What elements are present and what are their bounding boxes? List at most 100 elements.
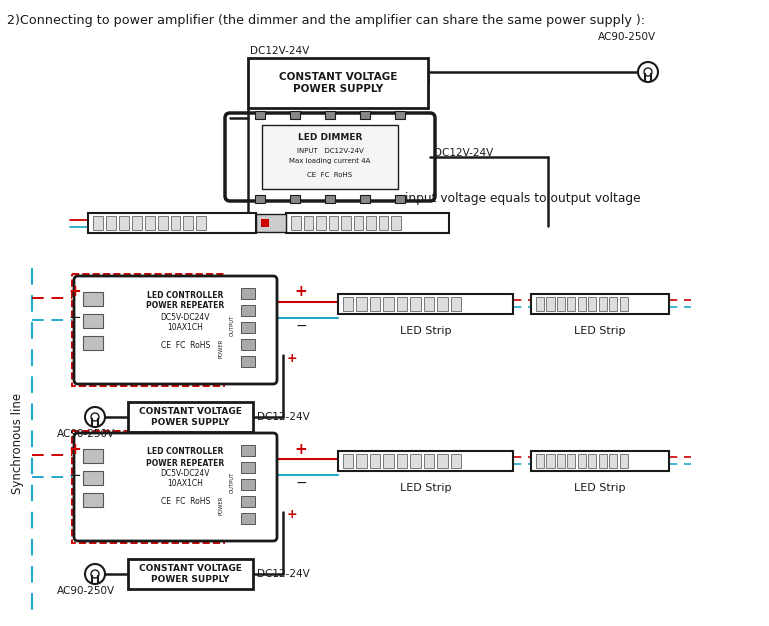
Text: −: −	[68, 310, 82, 326]
Bar	[547, 454, 554, 468]
Text: 10AX1CH: 10AX1CH	[168, 322, 203, 332]
Bar	[438, 454, 448, 468]
Bar	[325, 195, 335, 203]
Bar	[241, 513, 255, 524]
Bar	[536, 297, 544, 311]
Bar	[557, 297, 565, 311]
Bar	[357, 454, 367, 468]
Bar	[366, 216, 376, 230]
Text: −: −	[295, 476, 307, 490]
Bar	[196, 216, 206, 230]
Text: AC90-250V: AC90-250V	[57, 429, 115, 439]
Bar	[83, 471, 103, 485]
Text: DC5V-DC24V: DC5V-DC24V	[161, 312, 210, 322]
Bar	[325, 111, 335, 119]
Bar	[411, 454, 421, 468]
Bar	[128, 559, 253, 589]
Bar	[241, 462, 255, 473]
FancyBboxPatch shape	[74, 433, 277, 541]
Bar	[451, 297, 461, 311]
Bar	[397, 297, 408, 311]
Text: POWER: POWER	[218, 495, 224, 515]
Bar	[88, 213, 256, 233]
Bar	[568, 454, 575, 468]
Circle shape	[91, 570, 99, 578]
Text: Synchronous line: Synchronous line	[12, 393, 25, 493]
Bar	[328, 216, 338, 230]
Bar	[599, 297, 607, 311]
Bar	[391, 216, 401, 230]
Bar	[609, 297, 618, 311]
FancyBboxPatch shape	[225, 113, 435, 201]
Text: DC5V-DC24V: DC5V-DC24V	[161, 470, 210, 478]
Bar	[171, 216, 181, 230]
Text: +: +	[287, 352, 298, 364]
Bar	[578, 454, 586, 468]
Text: DC12V-24V: DC12V-24V	[434, 148, 493, 158]
Bar	[241, 322, 255, 333]
Bar	[290, 111, 300, 119]
Text: DC12-24V: DC12-24V	[257, 412, 310, 422]
Text: +: +	[68, 441, 82, 456]
Bar	[241, 339, 255, 350]
Text: LED CONTROLLER: LED CONTROLLER	[147, 290, 224, 299]
Bar	[145, 216, 155, 230]
Bar	[547, 297, 554, 311]
Bar	[360, 111, 370, 119]
Text: CONSTANT VOLTAGE
POWER SUPPLY: CONSTANT VOLTAGE POWER SUPPLY	[139, 564, 242, 583]
Text: LED Strip: LED Strip	[400, 483, 451, 493]
Bar	[588, 454, 597, 468]
Bar	[338, 451, 513, 471]
Bar	[424, 454, 434, 468]
Text: OUTPUT: OUTPUT	[229, 314, 235, 336]
Text: +: +	[287, 508, 298, 521]
Text: CE  FC  RoHS: CE FC RoHS	[161, 341, 210, 349]
Bar	[291, 216, 301, 230]
Text: INPUT   DC12V-24V: INPUT DC12V-24V	[297, 148, 364, 154]
Bar	[557, 454, 565, 468]
Text: OUTPUT: OUTPUT	[229, 471, 235, 493]
Bar	[256, 214, 286, 232]
Bar	[83, 336, 103, 350]
Bar	[184, 216, 193, 230]
Bar	[255, 195, 265, 203]
Bar	[343, 297, 354, 311]
Text: LED Strip: LED Strip	[574, 483, 626, 493]
Bar	[119, 216, 128, 230]
Text: Max loading current 4A: Max loading current 4A	[289, 158, 371, 164]
Bar	[360, 195, 370, 203]
Bar	[241, 288, 255, 299]
Text: +: +	[68, 284, 82, 299]
Bar	[304, 216, 313, 230]
Bar	[241, 305, 255, 316]
Text: AC90-250V: AC90-250V	[598, 32, 656, 42]
Text: −: −	[68, 468, 82, 483]
Text: LED DIMMER: LED DIMMER	[298, 133, 362, 141]
Text: 2)Connecting to power amplifier (the dimmer and the amplifier can share the same: 2)Connecting to power amplifier (the dim…	[7, 14, 645, 27]
Bar	[106, 216, 116, 230]
Bar	[255, 111, 265, 119]
Bar	[438, 297, 448, 311]
Bar	[395, 111, 405, 119]
Bar	[290, 195, 300, 203]
Bar	[72, 274, 224, 386]
Bar	[316, 216, 325, 230]
Bar	[384, 454, 394, 468]
Bar	[248, 58, 428, 108]
Bar	[128, 402, 253, 432]
Text: CE  FC  RoHS: CE FC RoHS	[161, 498, 210, 506]
Text: LED CONTROLLER: LED CONTROLLER	[147, 448, 224, 456]
Bar	[395, 195, 405, 203]
Text: CE  FC  RoHS: CE FC RoHS	[308, 172, 352, 178]
Bar	[620, 297, 628, 311]
Bar	[83, 314, 103, 328]
Text: POWER: POWER	[218, 339, 224, 357]
Bar	[241, 479, 255, 490]
Bar	[378, 216, 388, 230]
Bar	[262, 125, 398, 189]
Bar	[286, 213, 449, 233]
Text: POWER REPEATER: POWER REPEATER	[146, 458, 225, 468]
Bar	[357, 297, 367, 311]
Bar	[338, 294, 513, 314]
Bar	[536, 454, 544, 468]
